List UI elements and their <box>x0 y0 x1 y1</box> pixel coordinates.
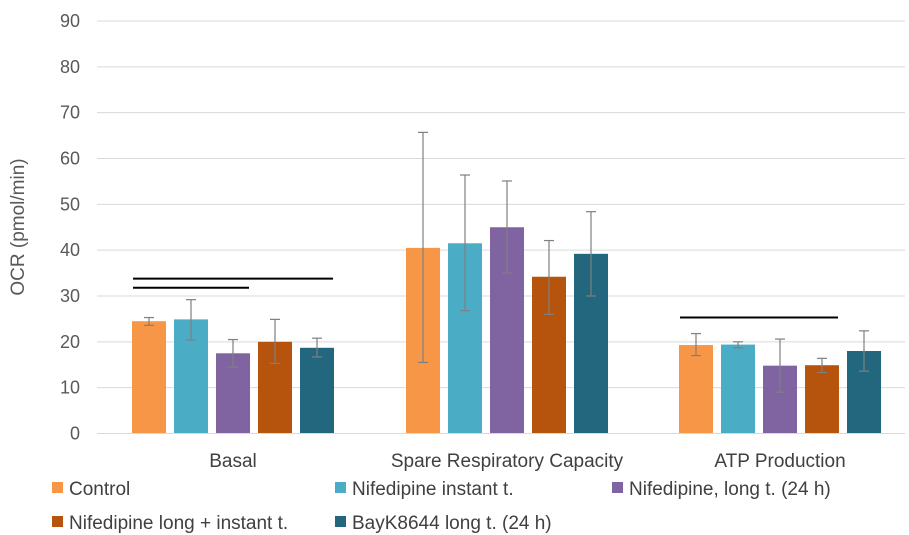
bar <box>679 345 713 434</box>
legend-label: Nifedipine, long t. (24 h) <box>629 479 831 500</box>
error-bar <box>586 211 596 297</box>
x-category-label: Basal <box>209 451 257 472</box>
legend: Control Nifedipine instant t. Nifedipine, … <box>52 479 831 534</box>
legend-item: Control <box>52 479 130 500</box>
error-bar <box>502 180 512 274</box>
y-tick-label: 40 <box>60 240 80 260</box>
y-tick-label: 20 <box>60 332 80 352</box>
legend-item: BayK8644 long t. (24 h) <box>335 513 552 534</box>
legend-label: Control <box>69 479 130 500</box>
error-bar <box>270 318 280 364</box>
y-tick-label: 60 <box>60 149 80 169</box>
legend-label: Nifedipine instant t. <box>352 479 514 500</box>
error-bar <box>144 316 154 326</box>
error-bar <box>859 330 869 372</box>
error-bar <box>228 338 238 368</box>
bar <box>805 365 839 434</box>
legend-label: Nifedipine long + instant t. <box>69 513 288 534</box>
error-bar <box>460 174 470 312</box>
significance-lines <box>133 277 838 319</box>
y-tick-label: 50 <box>60 194 80 214</box>
legend-swatch <box>335 482 346 493</box>
x-category-label: Spare Respiratory Capacity <box>391 451 624 472</box>
legend-swatch <box>52 482 63 493</box>
bar <box>132 321 166 434</box>
error-bar <box>186 299 196 341</box>
error-bar <box>817 357 827 374</box>
y-tick-label: 90 <box>60 11 80 31</box>
legend-item: Nifedipine instant t. <box>335 479 514 500</box>
bar <box>300 347 334 434</box>
error-bar <box>691 332 701 357</box>
legend-item: Nifedipine long + instant t. <box>52 513 288 534</box>
y-tick-label: 70 <box>60 103 80 123</box>
y-tick-label: 0 <box>70 424 80 444</box>
error-bar <box>733 341 743 349</box>
y-tick-label: 10 <box>60 378 80 398</box>
legend-swatch <box>335 516 346 527</box>
error-bar <box>418 131 428 364</box>
y-tick-label: 30 <box>60 286 80 306</box>
legend-swatch <box>52 516 63 527</box>
legend-item: Nifedipine, long t. (24 h) <box>612 479 831 500</box>
error-bar <box>312 337 322 358</box>
category-labels: Basal Spare Respiratory Capacity ATP Produ… <box>209 451 845 472</box>
legend-swatch <box>612 482 623 493</box>
legend-label: BayK8644 long t. (24 h) <box>352 513 552 534</box>
gridlines <box>97 20 905 389</box>
x-category-label: ATP Production <box>714 451 845 472</box>
error-bar <box>775 338 785 393</box>
y-axis-ticks: 0 10 20 30 40 50 60 70 80 90 <box>60 11 80 444</box>
error-bar <box>544 239 554 315</box>
bar <box>721 344 755 434</box>
error-bars <box>144 131 869 393</box>
y-tick-label: 80 <box>60 57 80 77</box>
y-axis-title: OCR (pmol/min) <box>8 158 29 295</box>
